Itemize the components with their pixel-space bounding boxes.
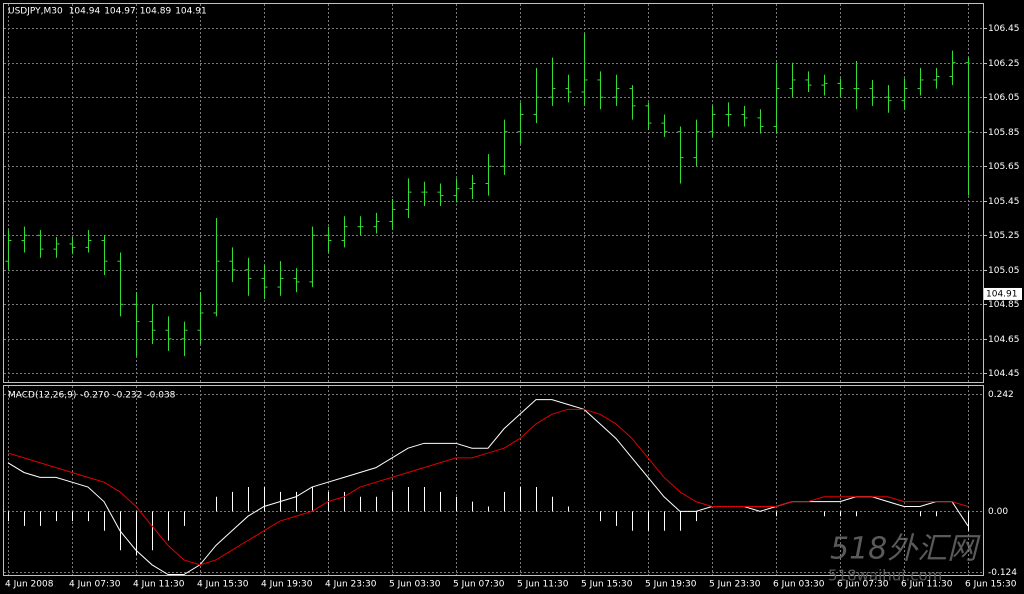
y-tick-label: 104.85 <box>988 300 1020 310</box>
y-tick-label: 104.45 <box>988 369 1020 379</box>
x-tick-label: 4 Jun 15:30 <box>197 580 249 590</box>
chart-title: USDJPY,M30 <box>8 7 63 17</box>
ohlc-value: 104.97 <box>104 7 136 17</box>
y-tick-label: -0.124 <box>988 568 1017 578</box>
x-tick-label: 4 Jun 19:30 <box>261 580 313 590</box>
indicator-value: -0.232 <box>113 391 142 401</box>
macd-panel <box>3 385 984 576</box>
ohlc-value: 104.94 <box>69 7 101 17</box>
ohlc-value: 104.89 <box>140 7 172 17</box>
x-tick-label: 5 Jun 07:30 <box>453 580 505 590</box>
price-panel <box>3 3 984 383</box>
y-tick-label: 105.45 <box>988 197 1020 207</box>
current-price-box <box>984 287 1022 300</box>
watermark: 518外汇网 <box>830 532 981 567</box>
y-tick-label: 106.45 <box>988 24 1020 34</box>
ohlc-value: 104.91 <box>175 7 207 17</box>
y-tick-label: 104.65 <box>988 335 1020 345</box>
x-tick-label: 5 Jun 11:30 <box>517 580 569 590</box>
x-tick-label: 6 Jun 03:30 <box>773 580 825 590</box>
y-tick-label: 105.85 <box>988 128 1020 138</box>
x-tick-label: 6 Jun 11:30 <box>901 580 953 590</box>
y-tick-label: 0.242 <box>988 390 1014 400</box>
x-tick-label: 4 Jun 2008 <box>5 580 54 590</box>
macd-line <box>7 408 969 566</box>
x-tick-label: 4 Jun 23:30 <box>325 580 377 590</box>
y-tick-label: 106.05 <box>988 93 1020 103</box>
x-tick-label: 5 Jun 03:30 <box>389 580 441 590</box>
x-tick-label: 5 Jun 15:30 <box>581 580 633 590</box>
indicator-title: MACD(12,26,9) <box>8 391 76 401</box>
x-tick-label: 5 Jun 19:30 <box>645 580 697 590</box>
x-tick-label: 5 Jun 23:30 <box>709 580 761 590</box>
y-tick-label: 0.00 <box>988 507 1008 517</box>
indicator-value: -0.038 <box>146 391 175 401</box>
y-tick-label: 106.25 <box>988 59 1020 69</box>
y-tick-label: 105.05 <box>988 266 1020 276</box>
x-tick-label: 6 Jun 07:30 <box>837 580 889 590</box>
y-tick-label: 105.25 <box>988 231 1020 241</box>
x-tick-label: 4 Jun 07:30 <box>69 580 121 590</box>
indicator-value: -0.270 <box>80 391 109 401</box>
current-price-label: 104.91 <box>986 289 1018 299</box>
x-tick-label: 4 Jun 11:30 <box>133 580 185 590</box>
y-tick-label: 105.65 <box>988 162 1020 172</box>
x-tick-label: 6 Jun 15:30 <box>965 580 1017 590</box>
watermark-url: 518waihui.com <box>828 567 942 585</box>
